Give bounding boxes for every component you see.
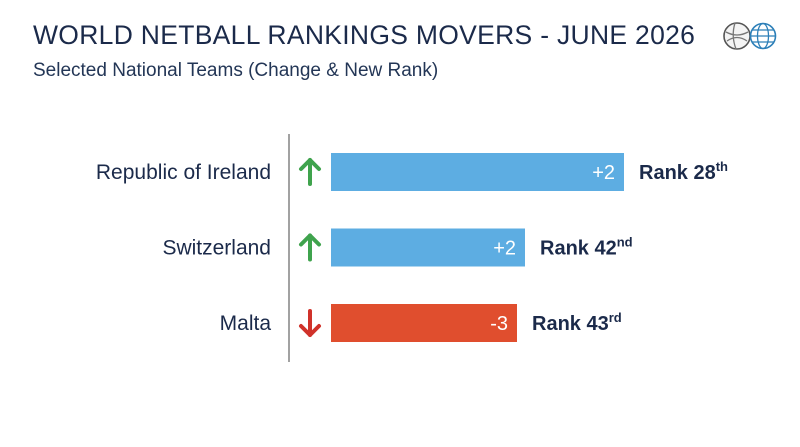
chart-title: WORLD NETBALL RANKINGS MOVERS - JUNE 202… [33, 20, 696, 50]
logo-icons [723, 22, 777, 50]
category-label: Malta [220, 312, 272, 335]
data-label: +2 [592, 162, 615, 184]
globe-icon [749, 22, 777, 50]
data-label: +2 [493, 238, 516, 260]
arrow-up-icon [299, 233, 321, 262]
bar [331, 153, 624, 191]
category-label: Switzerland [162, 237, 271, 260]
netball-icon [723, 22, 751, 50]
rank-label: Rank 42nd [540, 235, 633, 260]
data-label: -3 [490, 313, 508, 335]
arrow-up-icon [299, 158, 321, 186]
bar [331, 228, 525, 267]
chart-subtitle: Selected National Teams (Change & New Ra… [33, 60, 439, 81]
rank-label: Rank 28th [639, 159, 728, 184]
bar [331, 304, 517, 342]
category-label: Republic of Ireland [96, 161, 271, 184]
arrow-down-icon [299, 309, 321, 337]
rank-label: Rank 43rd [532, 310, 622, 335]
